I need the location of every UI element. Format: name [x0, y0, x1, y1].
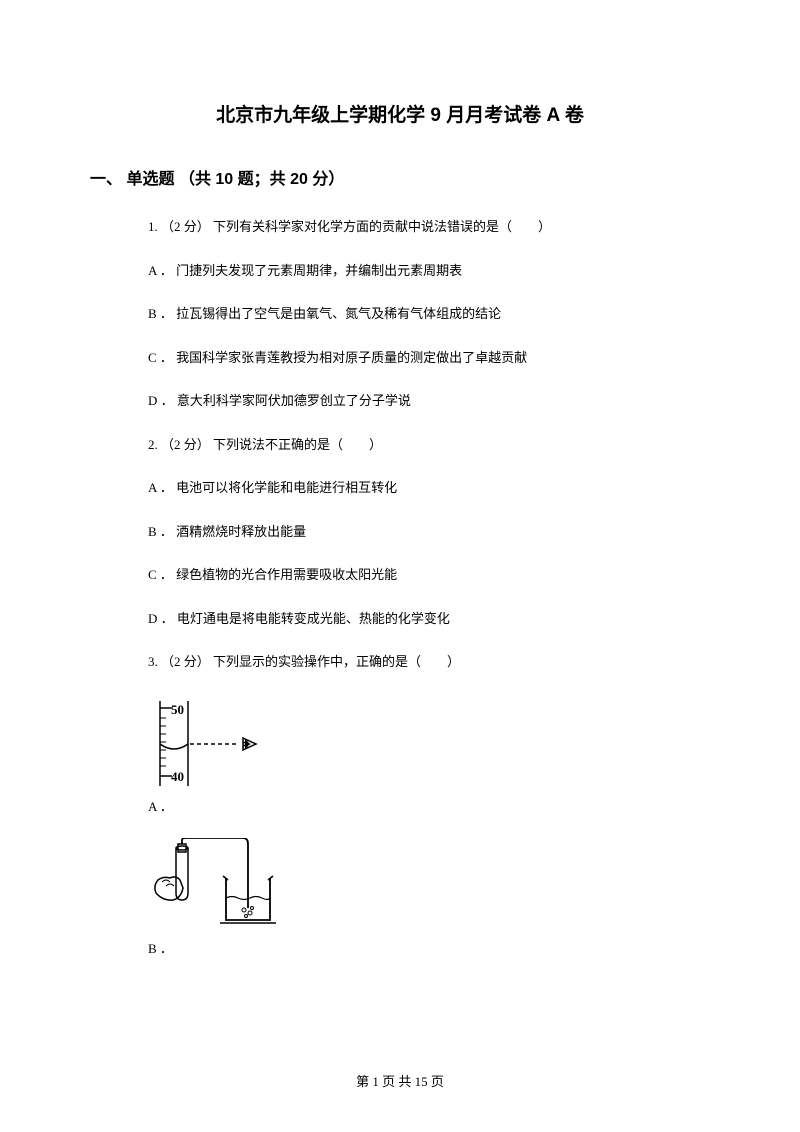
footer-suffix: 页: [428, 1074, 444, 1089]
opt-text: 拉瓦锡得出了空气是由氧气、氮气及稀有气体组成的结论: [176, 306, 501, 321]
footer-prefix: 第: [356, 1074, 372, 1089]
opt-text: 意大利科学家阿伏加德罗创立了分子学说: [177, 393, 411, 408]
q3-option-a: 50 40 A ．: [148, 696, 710, 820]
q-points: （2 分）: [161, 654, 210, 669]
opt-letter: B ．: [148, 524, 173, 539]
q1-option-c: C ． 我国科学家张青莲教授为相对原子质量的测定做出了卓越贡献: [148, 348, 710, 368]
graduated-cylinder-figure: 50 40: [148, 696, 268, 796]
opt-text: 酒精燃烧时释放出能量: [176, 524, 306, 539]
q2-option-d: D ． 电灯通电是将电能转变成光能、热能的化学变化: [148, 609, 710, 629]
q-stem: 下列显示的实验操作中，正确的是（ ）: [213, 654, 460, 669]
opt-text: 电池可以将化学能和电能进行相互转化: [176, 480, 397, 495]
opt-letter: C ．: [148, 350, 173, 365]
opt-letter: D ．: [148, 393, 174, 408]
section-number: 一、: [90, 171, 122, 188]
q-num: 2.: [148, 437, 158, 452]
q-num: 1.: [148, 219, 158, 234]
section-name: 单选题: [126, 171, 174, 188]
opt-letter: B ．: [148, 938, 173, 957]
opt-letter: A ．: [148, 796, 173, 815]
q3-option-b: B ．: [148, 838, 710, 962]
opt-letter: A ．: [148, 480, 173, 495]
q-points: （2 分）: [161, 219, 210, 234]
q-num: 3.: [148, 654, 158, 669]
opt-letter: C ．: [148, 567, 173, 582]
opt-letter: D ．: [148, 611, 174, 626]
section-header: 一、 单选题 （共 10 题；共 20 分）: [90, 165, 710, 189]
opt-text: 门捷列夫发现了元素周期律，并编制出元素周期表: [176, 263, 462, 278]
footer-mid: 页 共: [379, 1074, 415, 1089]
q1-option-d: D ． 意大利科学家阿伏加德罗创立了分子学说: [148, 391, 710, 411]
opt-text: 我国科学家张青莲教授为相对原子质量的测定做出了卓越贡献: [176, 350, 527, 365]
q2-option-c: C ． 绿色植物的光合作用需要吸收太阳光能: [148, 565, 710, 585]
opt-letter: A ．: [148, 263, 173, 278]
tick-50: 50: [171, 702, 184, 717]
test-tube-beaker-figure: [148, 838, 288, 938]
opt-text: 电灯通电是将电能转变成光能、热能的化学变化: [177, 611, 450, 626]
footer-total: 15: [415, 1074, 428, 1089]
page-footer: 第 1 页 共 15 页: [0, 1071, 800, 1090]
question-1: 1. （2 分） 下列有关科学家对化学方面的贡献中说法错误的是（ ）: [148, 217, 710, 237]
question-3: 3. （2 分） 下列显示的实验操作中，正确的是（ ）: [148, 652, 710, 672]
q2-option-b: B ． 酒精燃烧时释放出能量: [148, 522, 710, 542]
exam-title: 北京市九年级上学期化学 9 月月考试卷 A 卷: [90, 100, 710, 127]
opt-text: 绿色植物的光合作用需要吸收太阳光能: [176, 567, 397, 582]
q2-option-a: A ． 电池可以将化学能和电能进行相互转化: [148, 478, 710, 498]
tick-40: 40: [171, 769, 184, 784]
opt-letter: B ．: [148, 306, 173, 321]
q-stem: 下列说法不正确的是（ ）: [213, 437, 382, 452]
q1-option-b: B ． 拉瓦锡得出了空气是由氧气、氮气及稀有气体组成的结论: [148, 304, 710, 324]
section-info: （共 10 题；共 20 分）: [179, 171, 344, 188]
q-points: （2 分）: [161, 437, 210, 452]
question-2: 2. （2 分） 下列说法不正确的是（ ）: [148, 435, 710, 455]
q1-option-a: A ． 门捷列夫发现了元素周期律，并编制出元素周期表: [148, 261, 710, 281]
q-stem: 下列有关科学家对化学方面的贡献中说法错误的是（ ）: [213, 219, 551, 234]
